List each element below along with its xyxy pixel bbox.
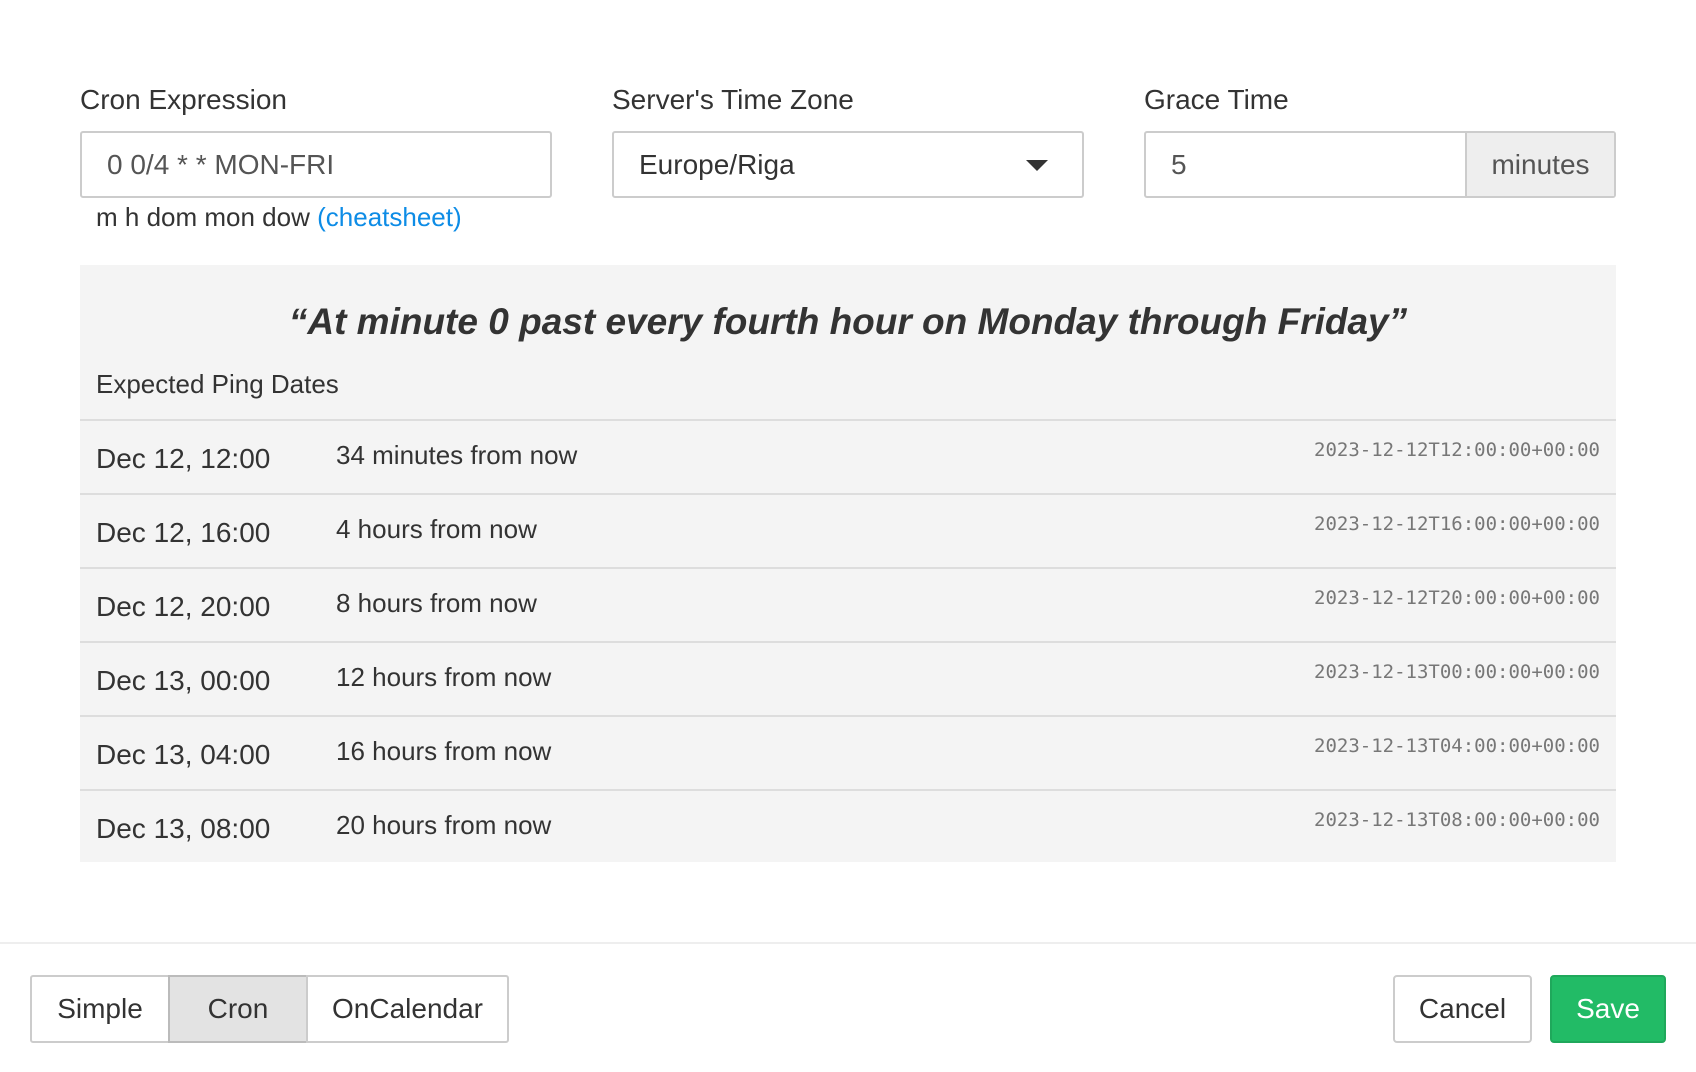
cheatsheet-link[interactable]: (cheatsheet) (317, 202, 462, 232)
ping-row: Dec 12, 12:00 34 minutes from now 2023-12-… (80, 419, 1616, 493)
ping-date: Dec 12, 20:00 (96, 591, 271, 622)
cron-value: 0 0/4 * * MON-FRI (107, 148, 335, 180)
ping-date: Dec 13, 04:00 (96, 739, 271, 770)
grace-label: Grace Time (1144, 84, 1289, 115)
mode-oncalendar-button[interactable]: OnCalendar (306, 975, 509, 1043)
ping-date: Dec 13, 08:00 (96, 813, 271, 844)
ping-iso: 2023-12-12T16:00:00+00:00 (1314, 513, 1600, 535)
ping-relative: 12 hours from now (336, 662, 552, 692)
ping-relative: 4 hours from now (336, 514, 537, 544)
cron-label: Cron Expression (80, 84, 287, 115)
ping-relative: 20 hours from now (336, 810, 552, 840)
grace-unit: minutes (1465, 133, 1614, 196)
ping-iso: 2023-12-13T00:00:00+00:00 (1314, 661, 1600, 683)
ping-row: Dec 12, 20:00 8 hours from now 2023-12-12T… (80, 567, 1616, 641)
ping-iso: 2023-12-12T12:00:00+00:00 (1314, 439, 1600, 461)
ping-relative: 16 hours from now (336, 736, 552, 766)
chevron-down-icon (1026, 160, 1048, 171)
cron-expression-input[interactable]: 0 0/4 * * MON-FRI (80, 131, 552, 198)
timezone-value: Europe/Riga (639, 148, 795, 180)
cron-description: “At minute 0 past every fourth hour on M… (288, 301, 1408, 342)
cron-hint: m h dom mon dow (cheatsheet) (96, 202, 462, 233)
timezone-select[interactable]: Europe/Riga (612, 131, 1084, 198)
ping-date: Dec 12, 16:00 (96, 517, 271, 548)
ping-date: Dec 12, 12:00 (96, 443, 271, 474)
cron-format: m h dom mon dow (96, 202, 310, 232)
ping-relative: 34 minutes from now (336, 440, 578, 470)
ping-iso: 2023-12-12T20:00:00+00:00 (1314, 587, 1600, 609)
preview-panel: “At minute 0 past every fourth hour on M… (80, 265, 1616, 862)
ping-row: Dec 13, 08:00 20 hours from now 2023-12-13… (80, 789, 1616, 863)
ping-date: Dec 13, 00:00 (96, 665, 271, 696)
cancel-button[interactable]: Cancel (1393, 975, 1532, 1043)
mode-cron-button[interactable]: Cron (168, 975, 308, 1043)
ping-row: Dec 13, 04:00 16 hours from now 2023-12-13… (80, 715, 1616, 789)
footer-divider (0, 942, 1696, 944)
ping-iso: 2023-12-13T08:00:00+00:00 (1314, 809, 1600, 831)
expected-ping-dates-title: Expected Ping Dates (96, 369, 339, 399)
save-button[interactable]: Save (1550, 975, 1666, 1043)
ping-row: Dec 13, 00:00 12 hours from now 2023-12-13… (80, 641, 1616, 715)
ping-relative: 8 hours from now (336, 588, 537, 618)
mode-simple-button[interactable]: Simple (30, 975, 170, 1043)
ping-row: Dec 12, 16:00 4 hours from now 2023-12-12T… (80, 493, 1616, 567)
timezone-label: Server's Time Zone (612, 84, 854, 115)
grace-time-group: 5 minutes (1144, 131, 1616, 198)
grace-time-input[interactable]: 5 (1171, 148, 1187, 180)
ping-iso: 2023-12-13T04:00:00+00:00 (1314, 735, 1600, 757)
